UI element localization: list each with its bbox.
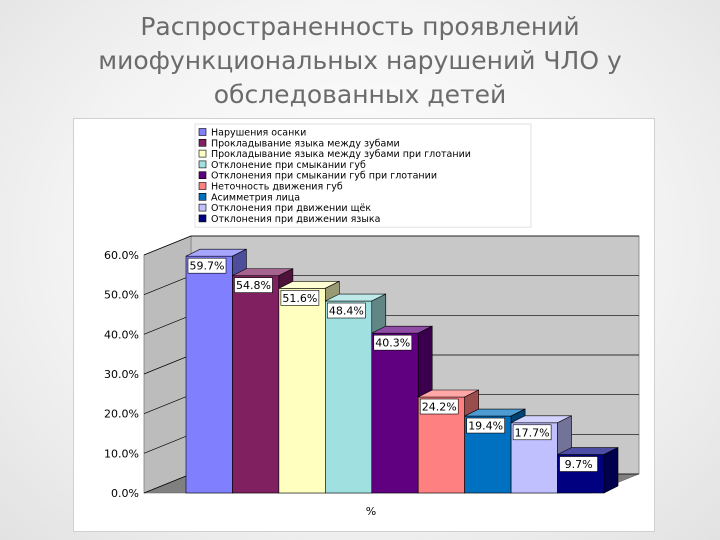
y-tick-label: 50.0%: [104, 289, 139, 302]
legend-swatch: [198, 138, 207, 147]
data-label-box: [280, 290, 320, 306]
data-label-box: [327, 302, 366, 319]
y-tick-label: 0.0%: [111, 487, 139, 500]
data-label-box: [234, 277, 273, 293]
data-label: 51.6%: [282, 292, 317, 305]
legend-entry-label: Отклонения при движении языка: [211, 214, 380, 225]
slide-title: Распространенность проявлений миофункцио…: [98, 12, 622, 109]
chart-frame: Нарушения осанки Прокладывание языка межд…: [73, 118, 655, 532]
y-tick-label: 40.0%: [104, 328, 139, 341]
bar-front: [232, 275, 280, 494]
y-tick-label: 10.0%: [104, 447, 139, 460]
legend-entry-label: Прокладывание языка между зубами: [211, 138, 400, 149]
legend-swatch: [198, 203, 207, 212]
gridline: [143, 235, 639, 256]
bar-front: [185, 255, 233, 494]
data-label: 40.3%: [375, 337, 410, 350]
y-tick-label: 20.0%: [104, 408, 139, 421]
bar-front: [278, 288, 326, 494]
legend-swatch: [198, 182, 207, 190]
data-label-box: [512, 424, 552, 441]
legend-swatch: [198, 128, 207, 136]
legend-entry-label: Отклонения при движении щёк: [211, 203, 371, 214]
data-label: 24.2%: [422, 401, 457, 414]
legend-swatch: [198, 171, 207, 180]
y-tick-label: 30.0%: [104, 368, 139, 381]
plot-area: 0.0% 10.0% 20.0% 30.0% 40.0% 50.0% 60.0% 59.7% 5…: [104, 235, 640, 500]
legend-entry-label: Неточность движения губ: [211, 182, 343, 193]
legend-entry-label: Отклонения при смыкании губ при глотании: [211, 171, 437, 182]
legend-entry-label: Нарушения осанки: [211, 128, 306, 139]
data-label: 59.7%: [190, 260, 225, 273]
data-label: 17.7%: [515, 426, 550, 439]
legend-swatch: [198, 193, 207, 201]
data-label: 54.8%: [236, 279, 271, 292]
legend-swatch: [198, 160, 207, 169]
legend-entry-label: Прокладывание языка между зубами при гло…: [211, 149, 471, 160]
data-label-box: [187, 257, 227, 274]
data-label-box: [559, 456, 598, 472]
legend-swatch: [198, 149, 207, 158]
bar-side: [603, 447, 619, 494]
legend-entry-label: Асимметрия лица: [211, 192, 300, 203]
x-axis-label: %: [366, 505, 376, 518]
data-label: 9.7%: [565, 458, 593, 471]
data-label-box: [419, 398, 459, 415]
data-label-box: [466, 417, 505, 434]
legend-swatch: [198, 214, 207, 223]
bar-front: [325, 300, 373, 494]
bar-front: [371, 332, 419, 494]
legend-entry-label: Отклонение при смыкании губ: [211, 160, 366, 171]
legend-box: [194, 123, 532, 228]
data-label: 19.4%: [468, 420, 503, 433]
data-label: 48.4%: [329, 305, 364, 318]
data-label-box: [373, 334, 413, 351]
y-tick-label: 60.0%: [104, 249, 139, 262]
